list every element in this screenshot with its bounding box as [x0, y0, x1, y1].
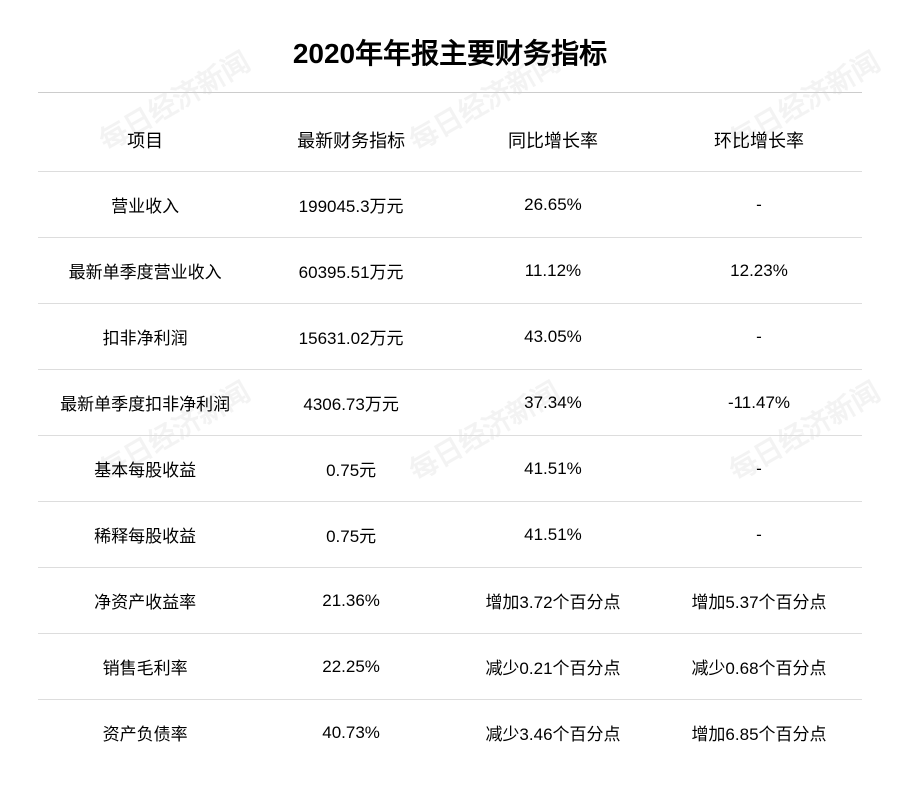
table-cell: 21.36% — [252, 568, 450, 634]
table-row: 资产负债率40.73%减少3.46个百分点增加6.85个百分点 — [38, 700, 862, 766]
column-header: 项目 — [38, 109, 252, 172]
table-row: 净资产收益率21.36%增加3.72个百分点增加5.37个百分点 — [38, 568, 862, 634]
table-cell: 资产负债率 — [38, 700, 252, 766]
financial-table: 项目 最新财务指标 同比增长率 环比增长率 营业收入199045.3万元26.6… — [38, 109, 862, 765]
table-row: 最新单季度扣非净利润4306.73万元37.34%-11.47% — [38, 370, 862, 436]
table-cell: 增加5.37个百分点 — [656, 568, 862, 634]
table-cell: 增加3.72个百分点 — [450, 568, 656, 634]
column-header: 最新财务指标 — [252, 109, 450, 172]
table-cell: 37.34% — [450, 370, 656, 436]
financial-table-container: 2020年年报主要财务指标 项目 最新财务指标 同比增长率 环比增长率 营业收入… — [0, 0, 900, 785]
table-cell: 43.05% — [450, 304, 656, 370]
table-cell: 稀释每股收益 — [38, 502, 252, 568]
table-cell: 0.75元 — [252, 502, 450, 568]
table-cell: -11.47% — [656, 370, 862, 436]
table-cell: 基本每股收益 — [38, 436, 252, 502]
table-cell: 22.25% — [252, 634, 450, 700]
table-row: 最新单季度营业收入60395.51万元11.12%12.23% — [38, 238, 862, 304]
table-cell: 净资产收益率 — [38, 568, 252, 634]
table-cell: - — [656, 436, 862, 502]
table-row: 销售毛利率22.25%减少0.21个百分点减少0.68个百分点 — [38, 634, 862, 700]
table-cell: 减少0.68个百分点 — [656, 634, 862, 700]
table-cell: - — [656, 502, 862, 568]
table-cell: 销售毛利率 — [38, 634, 252, 700]
page-title: 2020年年报主要财务指标 — [38, 20, 862, 93]
table-cell: 15631.02万元 — [252, 304, 450, 370]
column-header: 环比增长率 — [656, 109, 862, 172]
table-cell: 0.75元 — [252, 436, 450, 502]
table-cell: 4306.73万元 — [252, 370, 450, 436]
table-row: 稀释每股收益0.75元41.51%- — [38, 502, 862, 568]
table-cell: 扣非净利润 — [38, 304, 252, 370]
table-cell: 减少0.21个百分点 — [450, 634, 656, 700]
table-cell: 26.65% — [450, 172, 656, 238]
table-cell: - — [656, 172, 862, 238]
table-cell: 199045.3万元 — [252, 172, 450, 238]
table-cell: 营业收入 — [38, 172, 252, 238]
table-header-row: 项目 最新财务指标 同比增长率 环比增长率 — [38, 109, 862, 172]
table-cell: 40.73% — [252, 700, 450, 766]
table-cell: 12.23% — [656, 238, 862, 304]
table-cell: 60395.51万元 — [252, 238, 450, 304]
table-cell: - — [656, 304, 862, 370]
table-row: 营业收入199045.3万元26.65%- — [38, 172, 862, 238]
table-row: 基本每股收益0.75元41.51%- — [38, 436, 862, 502]
table-cell: 41.51% — [450, 436, 656, 502]
table-row: 扣非净利润15631.02万元43.05%- — [38, 304, 862, 370]
table-cell: 最新单季度营业收入 — [38, 238, 252, 304]
table-cell: 减少3.46个百分点 — [450, 700, 656, 766]
table-cell: 41.51% — [450, 502, 656, 568]
table-cell: 增加6.85个百分点 — [656, 700, 862, 766]
table-cell: 最新单季度扣非净利润 — [38, 370, 252, 436]
column-header: 同比增长率 — [450, 109, 656, 172]
table-cell: 11.12% — [450, 238, 656, 304]
